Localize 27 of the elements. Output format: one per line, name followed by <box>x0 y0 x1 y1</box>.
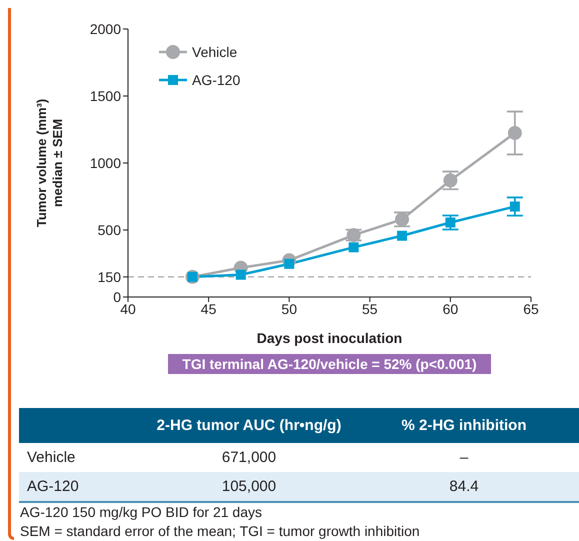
point <box>443 173 458 188</box>
x-tick-label: 40 <box>120 300 136 317</box>
legend-label: Vehicle <box>192 44 238 60</box>
point <box>510 202 520 212</box>
text: TGI terminal AG-120/vehicle = 52% (p<0.001) <box>168 354 491 374</box>
x-tick-label: 65 <box>523 300 539 317</box>
x-tick-label: 45 <box>200 300 217 317</box>
y-tick-label: 500 <box>98 222 122 238</box>
point <box>508 126 522 140</box>
point <box>445 217 456 228</box>
y-tick-label: 150 <box>98 268 122 285</box>
x-tick-label: 50 <box>281 300 298 317</box>
point <box>397 230 408 241</box>
x-axis-title: Days post inoculation <box>256 330 402 346</box>
y-tick-label: 1500 <box>90 88 122 104</box>
y-axis-title: Tumor volume (mm³) median ± SEM <box>34 98 65 228</box>
y-tick-label: 2000 <box>90 20 122 37</box>
text: SEM = standard error of the mean; TGI = tumor growth inhibition <box>20 522 420 541</box>
y-tick-label: 1000 <box>90 154 122 171</box>
x-tick-label: 60 <box>442 300 458 317</box>
text: AG-120 150 mg/kg PO BID for 21 days <box>20 503 264 522</box>
legend-label: AG-120 <box>192 72 240 88</box>
summary-table: 2-HG tumor AUC (hr•ng/g) % 2-HG inhibition Vehicle 671,000 – AG-120 105,000 84.4 <box>19 408 579 503</box>
point <box>348 242 359 252</box>
y-tick-label: 0 <box>113 288 122 305</box>
point <box>236 270 246 280</box>
x-tick-label: 55 <box>362 300 378 317</box>
